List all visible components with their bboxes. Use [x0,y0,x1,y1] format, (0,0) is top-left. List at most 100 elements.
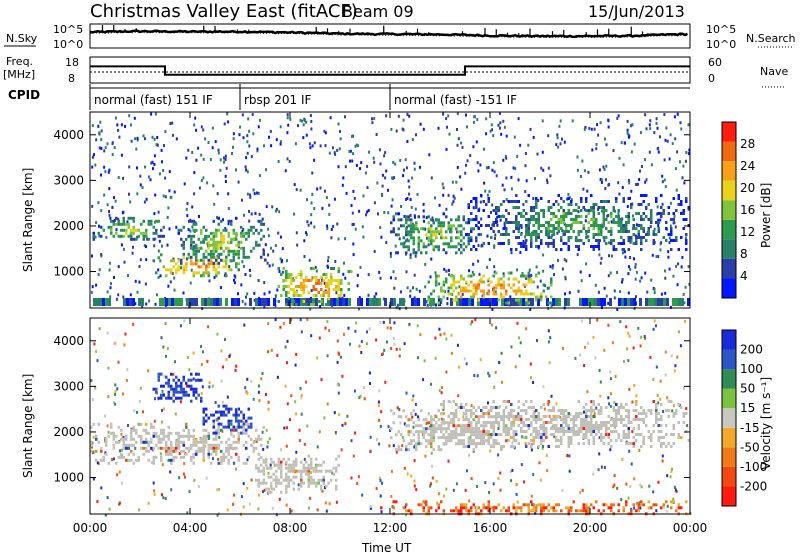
velocity-echo-cell [175,441,178,444]
velocity-noise-cell [326,510,328,513]
velocity-echo-cell [673,427,676,430]
velocity-echo-cell [243,414,246,417]
velocity-echo-cell [105,444,108,447]
velocity-echo-cell [645,415,648,418]
power-noise-cell [452,200,454,203]
power-noise-cell [365,172,367,175]
power-echo-cell [203,262,206,265]
velocity-echo-cell [480,424,483,427]
velocity-echo-cell [468,509,471,512]
velocity-echo-cell [438,409,441,412]
power-echo-cell [628,197,631,200]
power-noise-cell [310,114,312,117]
power-echo-cell [678,197,681,200]
velocity-noise-cell [353,455,355,458]
power-noise-cell [502,184,504,187]
velocity-echo-cell [405,424,408,427]
velocity-echo-cell [260,438,263,441]
power-echo-cell [625,215,628,218]
power-noise-cell [408,115,410,118]
power-bottom-cell [417,298,420,306]
power-echo-cell [590,224,593,227]
power-noise-cell [295,142,297,145]
velocity-noise-cell [286,361,288,364]
power-noise-cell [114,146,116,149]
power-echo-cell [540,299,543,302]
velocity-echo-cell [188,385,191,388]
power-echo-cell [148,238,151,241]
power-echo-cell [443,221,446,224]
velocity-echo-cell [575,418,578,421]
power-echo-cell [470,236,473,239]
velocity-echo-cell [430,430,433,433]
velocity-echo-cell [300,479,303,482]
power-echo-cell [320,276,323,279]
power-echo-cell [630,203,633,206]
power-noise-cell [201,125,203,128]
power-echo-cell [490,281,493,284]
velocity-echo-cell [675,409,678,412]
velocity-echo-cell [595,427,598,430]
power-echo-cell [645,239,648,242]
power-echo-cell [430,233,433,236]
power-echo-cell [220,247,223,250]
velocity-noise-cell [672,498,674,501]
power-echo-cell [210,232,213,235]
power-echo-cell [328,279,331,282]
power-noise-cell [280,257,282,260]
power-bottom-cell [402,298,405,306]
velocity-echo-cell [453,412,456,415]
power-echo-cell [298,294,301,297]
power-echo-cell [628,212,631,215]
velocity-echo-cell [138,459,141,462]
velocity-echo-cell [210,447,213,450]
power-echo-cell [540,209,543,212]
velocity-echo-cell [188,447,191,450]
power-echo-cell [418,215,421,218]
power-echo-cell [620,227,623,230]
power-echo-cell [288,273,291,276]
velocity-echo-cell [268,476,271,479]
velocity-echo-cell [453,421,456,424]
velocity-echo-cell [443,421,446,424]
power-echo-cell [598,245,601,248]
power-echo-cell [230,250,233,253]
power-noise-cell [303,239,305,242]
power-noise-cell [443,186,445,189]
velocity-echo-cell [535,418,538,421]
velocity-noise-cell [140,387,142,390]
power-noise-cell [384,151,386,154]
velocity-echo-cell [555,415,558,418]
power-noise-cell [94,164,96,167]
power-noise-cell [604,287,606,290]
velocity-echo-cell [183,379,186,382]
power-colorbar-label: Power [dB] [759,183,773,248]
power-echo-cell [640,218,643,221]
power-echo-cell [223,241,226,244]
power-noise-cell [600,121,602,124]
velocity-noise-cell [193,479,195,482]
power-noise-cell [353,253,355,256]
velocity-echo-cell [143,441,146,444]
velocity-echo-cell [500,433,503,436]
velocity-echo-cell [175,385,178,388]
velocity-echo-cell [130,450,133,453]
power-echo-cell [235,250,238,253]
power-noise-cell [387,189,389,192]
power-noise-cell [657,205,659,208]
power-y-label: Slant Range [km] [21,168,35,272]
power-echo-cell [250,250,253,253]
power-noise-cell [473,115,475,118]
power-echo-cell [300,288,303,291]
power-echo-cell [548,224,551,227]
power-noise-cell [542,270,544,273]
power-echo-cell [503,200,506,203]
velocity-noise-cell [633,477,635,480]
velocity-noise-cell [438,492,440,495]
power-echo-cell [133,217,136,220]
power-echo-cell [400,242,403,245]
power-echo-cell [255,244,258,247]
power-echo-cell [115,232,118,235]
power-echo-cell [535,233,538,236]
power-echo-cell [440,230,443,233]
